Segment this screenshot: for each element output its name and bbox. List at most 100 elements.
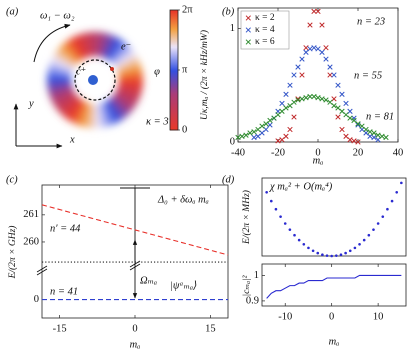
colorbar-cell: [170, 74, 178, 77]
colorbar-cell: [170, 40, 178, 43]
colorbar-cell: [170, 96, 178, 99]
marker: [400, 181, 403, 185]
marker: [265, 191, 268, 194]
panel-label: (b): [222, 6, 235, 17]
marker: [395, 191, 399, 194]
y-axis-label: |cₘₐ|²: [242, 275, 252, 296]
marker: [386, 207, 389, 211]
marker: [297, 238, 301, 242]
annotation: κ = 3: [146, 116, 169, 127]
marker: [375, 132, 381, 138]
marker: [339, 253, 343, 256]
marker: [323, 56, 329, 62]
marker: [311, 45, 317, 51]
marker: [390, 199, 394, 203]
colorbar-cell: [170, 56, 178, 59]
x-tick-label: 20: [353, 147, 364, 158]
colorbar-cell: [170, 114, 178, 117]
marker: [291, 114, 297, 120]
marker: [315, 95, 321, 101]
marker: [269, 199, 273, 203]
marker: [316, 251, 320, 255]
marker: [311, 249, 315, 253]
marker: [376, 222, 380, 225]
colorbar-cell: [170, 102, 178, 105]
marker: [367, 233, 371, 237]
marker: [247, 130, 253, 136]
marker: [283, 105, 289, 111]
colorbar-cell: [170, 24, 178, 27]
marker: [295, 97, 301, 103]
marker: [343, 100, 349, 107]
colorbar-cell: [170, 32, 178, 35]
colorbar-cell: [170, 60, 178, 63]
marker: [355, 121, 361, 127]
colorbar-cell: [170, 46, 178, 49]
x-tick-label: -20: [271, 147, 285, 158]
marker: [299, 96, 305, 102]
x-tick-label: 40: [393, 147, 404, 158]
x-tick-label: -15: [53, 323, 67, 334]
panel-label: (d): [222, 174, 235, 185]
colorbar-cell: [170, 64, 178, 67]
legend-marker: [245, 15, 251, 21]
colorbar-cell: [170, 34, 178, 37]
colorbar-cell: [170, 126, 178, 129]
series-line: [266, 274, 402, 299]
plot-frame: [261, 177, 407, 257]
marker: [363, 126, 369, 133]
axis-break: [36, 260, 141, 276]
annotation: ω₁ − ω₂: [40, 10, 75, 21]
marker: [288, 228, 292, 231]
x-tick-label: 0: [132, 323, 137, 334]
marker: [371, 134, 377, 141]
marker: [383, 134, 389, 141]
marker: [267, 122, 273, 128]
marker: [259, 123, 265, 129]
x-tick-label: 0: [329, 311, 334, 322]
colorbar-cell: [170, 22, 178, 25]
marker: [311, 8, 317, 15]
colorbar-cell: [170, 108, 178, 111]
annotation: n′ = 44: [50, 223, 81, 234]
marker: [339, 126, 345, 133]
colorbar-cell: [170, 88, 178, 91]
legend-label: κ = 4: [255, 25, 275, 35]
marker: [239, 133, 245, 139]
colorbar-cell: [170, 118, 178, 121]
marker: [283, 133, 289, 139]
marker: [315, 8, 321, 15]
colorbar-cell: [170, 62, 178, 65]
annotation: Δ₀ + δωₐ mₐ: [157, 194, 209, 205]
marker: [283, 91, 289, 97]
marker: [307, 46, 313, 52]
colorbar-cell: [170, 12, 178, 15]
annotation: n = 55: [354, 70, 382, 81]
colorbar-cell: [170, 58, 178, 61]
marker: [303, 95, 309, 101]
marker: [279, 215, 282, 218]
colorbar-cell: [170, 98, 178, 101]
annotation: Ωₘₐ: [140, 275, 157, 286]
y-tick-label: 0: [230, 136, 235, 147]
marker: [327, 64, 333, 70]
colorbar-cell: [170, 80, 178, 83]
rotation-arrow: [33, 23, 71, 63]
marker: [319, 96, 325, 102]
x-axis-label: mₐ: [130, 339, 141, 350]
marker: [319, 22, 325, 28]
y-tick-label: 1: [230, 23, 235, 34]
colorbar-cell: [170, 10, 178, 13]
legend-marker: [245, 27, 251, 33]
annotation: n = 41: [50, 286, 78, 297]
marker: [311, 93, 317, 100]
annotation: e⁻: [121, 41, 131, 52]
colorbar-cell: [170, 76, 178, 79]
marker: [335, 254, 338, 257]
marker: [331, 103, 337, 109]
marker: [275, 138, 281, 144]
panel-label: (a): [6, 6, 19, 17]
x-axis-label: mₐ: [329, 336, 340, 347]
colorbar-cell: [170, 112, 178, 115]
